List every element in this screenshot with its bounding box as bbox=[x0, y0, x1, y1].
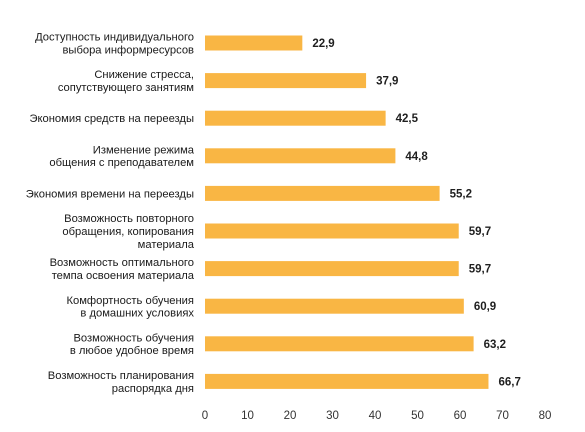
x-tick-label: 80 bbox=[539, 410, 552, 422]
category-label-line: Доступность индивидуального bbox=[35, 32, 194, 44]
category-label-line: выбора информресурсов bbox=[62, 44, 194, 56]
bar bbox=[205, 336, 474, 352]
x-axis: 0 10 20 30 40 50 60 70 80 bbox=[202, 410, 552, 422]
x-tick-label: 40 bbox=[369, 410, 382, 422]
data-label: 63,2 bbox=[484, 339, 506, 351]
category-label: Возможность оптимального темпа освоения м… bbox=[50, 257, 195, 282]
bar bbox=[205, 148, 396, 164]
data-label: 42,5 bbox=[396, 113, 419, 125]
category-labels-layer: Доступность индивидуального выбора информ… bbox=[26, 32, 195, 395]
x-tick-label: 50 bbox=[411, 410, 424, 422]
category-label-line: Комфортность обучения bbox=[66, 295, 194, 307]
bar bbox=[205, 298, 464, 314]
category-label-line: Возможность обучения bbox=[73, 332, 194, 344]
bar bbox=[205, 261, 459, 277]
category-label-line: в любое удобное время bbox=[70, 345, 194, 357]
category-label: Изменение режима общения с преподавателем bbox=[49, 144, 194, 169]
bar bbox=[205, 223, 459, 239]
category-label-line: сопутствующего занятиям bbox=[58, 82, 194, 94]
category-label: Снижение стресса, сопутствующего занятиям bbox=[58, 69, 194, 94]
bar bbox=[205, 373, 489, 389]
category-label: Доступность индивидуального выбора информ… bbox=[35, 32, 194, 57]
category-label-line: Возможность оптимального bbox=[50, 257, 194, 269]
bar bbox=[205, 73, 367, 89]
value-labels-layer: 22,9 37,9 42,5 44,8 55,2 59,7 59,7 60,9 63,2 66,7 bbox=[312, 38, 521, 388]
category-label-line: Возможность повторного bbox=[64, 213, 194, 225]
bars-layer bbox=[205, 35, 489, 389]
category-label-line: обращения, копирования bbox=[62, 226, 194, 238]
bar bbox=[205, 185, 440, 201]
bar bbox=[205, 110, 386, 126]
data-label: 59,7 bbox=[469, 264, 491, 276]
category-label-line: Экономия времени на переезды bbox=[26, 188, 194, 200]
x-tick-label: 30 bbox=[326, 410, 339, 422]
x-tick-label: 70 bbox=[496, 410, 509, 422]
category-label-line: распорядка дня bbox=[112, 383, 194, 395]
bar bbox=[205, 35, 303, 51]
category-label: Экономия времени на переезды bbox=[26, 188, 194, 200]
category-label: Комфортность обучения в домашних условиях bbox=[66, 295, 194, 320]
category-label: Возможность планирования распорядка дня bbox=[48, 370, 194, 395]
x-tick-label: 0 bbox=[202, 410, 208, 422]
x-tick-label: 20 bbox=[284, 410, 297, 422]
data-label: 37,9 bbox=[376, 76, 398, 88]
data-label: 66,7 bbox=[498, 376, 520, 388]
category-label-line: Возможность планирования bbox=[48, 370, 194, 382]
category-label-line: Экономия средств на переезды bbox=[29, 113, 194, 125]
category-label-line: темпа освоения материала bbox=[52, 270, 195, 282]
category-label-line: Изменение режима bbox=[93, 144, 195, 156]
category-label: Возможность повторного обращения, копиров… bbox=[62, 213, 194, 251]
data-label: 44,8 bbox=[405, 151, 428, 163]
category-label-line: Снижение стресса, bbox=[94, 69, 194, 81]
category-label: Экономия средств на переезды bbox=[29, 113, 194, 125]
x-tick-label: 60 bbox=[454, 410, 467, 422]
data-label: 22,9 bbox=[312, 38, 334, 50]
data-label: 55,2 bbox=[450, 188, 472, 200]
data-label: 59,7 bbox=[469, 226, 491, 238]
category-label-line: в домашних условиях bbox=[80, 308, 194, 320]
category-label-line: общения с преподавателем bbox=[49, 157, 194, 169]
category-label: Возможность обучения в любое удобное врем… bbox=[70, 332, 194, 357]
data-label: 60,9 bbox=[474, 301, 496, 313]
category-label-line: материала bbox=[138, 239, 195, 251]
x-tick-label: 10 bbox=[241, 410, 254, 422]
